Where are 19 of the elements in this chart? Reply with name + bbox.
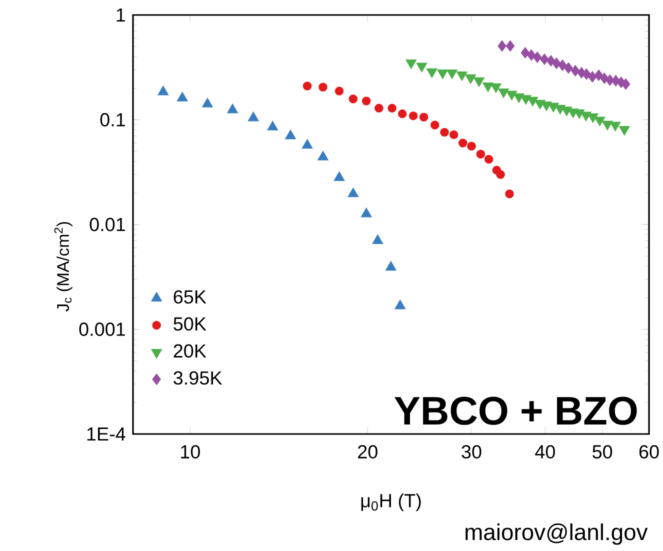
x-tick-label: 10: [181, 445, 200, 458]
text: maiorov@lanl.gov: [466, 523, 648, 545]
x-axis-title: μ$_{0}$H (T): [361, 493, 421, 512]
legend-label: 20K: [174, 344, 206, 358]
y-axis-title: J$_{c}$ (MA/cm$^{2}$): [54, 222, 72, 312]
y-tick-label: 0.01: [90, 218, 125, 232]
annotation: YBCO + BZO: [394, 396, 637, 425]
x-tick-label: 50: [592, 445, 612, 458]
x-tick-label: 20: [358, 445, 378, 458]
x-tick-label: 60: [639, 445, 659, 458]
legend-label: 65K: [174, 290, 206, 304]
x-tick-label: 30: [462, 445, 482, 458]
legend-label: 3.95K: [174, 371, 222, 385]
legend-label: 50K: [174, 317, 206, 331]
y-tick-label: 0.1: [100, 113, 125, 126]
y-tick-label: 1E-4: [87, 428, 126, 441]
y-tick-label: 1: [116, 8, 125, 22]
y-tick-label: 0.001: [79, 322, 125, 336]
x-tick-label: 40: [535, 445, 555, 458]
